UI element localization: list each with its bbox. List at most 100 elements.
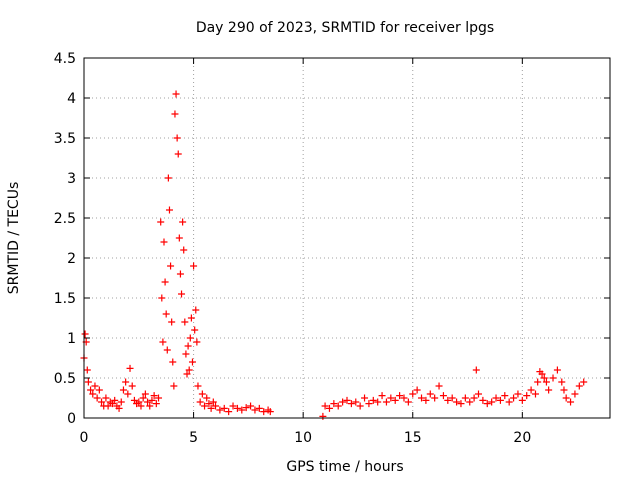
data-point <box>339 398 347 406</box>
data-point <box>382 398 390 406</box>
data-point <box>163 346 171 354</box>
data-point <box>404 398 412 406</box>
data-point <box>343 396 351 404</box>
data-point <box>479 396 487 404</box>
data-point <box>83 366 91 374</box>
y-tick-label: 0.5 <box>54 371 76 387</box>
data-point <box>167 262 175 270</box>
data-point <box>488 398 496 406</box>
data-point <box>422 396 430 404</box>
data-point <box>205 400 213 408</box>
data-point <box>255 404 263 412</box>
data-point <box>510 394 518 402</box>
y-tick-label: 3.5 <box>54 131 76 147</box>
data-point <box>168 318 176 326</box>
data-point <box>171 110 179 118</box>
data-point <box>444 396 452 404</box>
data-point <box>238 406 246 414</box>
data-point <box>124 390 132 398</box>
data-point <box>330 400 338 408</box>
data-point <box>155 394 163 402</box>
data-point <box>169 358 177 366</box>
data-point <box>126 364 134 372</box>
plot-frame <box>83 57 611 419</box>
data-point <box>396 392 404 400</box>
data-point <box>538 370 546 378</box>
data-point <box>400 394 408 402</box>
data-point <box>334 402 342 410</box>
data-point <box>325 404 333 412</box>
data-point <box>148 396 156 404</box>
data-point <box>247 402 255 410</box>
data-point <box>251 406 259 414</box>
data-point <box>128 382 136 390</box>
x-tick-label: 0 <box>80 430 89 446</box>
data-point <box>475 390 482 398</box>
data-point <box>560 386 568 394</box>
data-point <box>181 318 189 326</box>
data-point <box>347 400 355 408</box>
data-point <box>534 378 542 386</box>
x-axis-label: GPS time / hours <box>286 459 403 475</box>
data-point <box>319 412 327 420</box>
data-point <box>173 134 181 142</box>
data-point <box>192 306 200 314</box>
y-axis-label: SRMTID / TECUs <box>6 182 22 295</box>
x-tick-label: 15 <box>404 430 422 446</box>
data-point <box>164 174 172 182</box>
data-point <box>514 390 522 398</box>
data-point <box>175 234 183 242</box>
data-point <box>542 378 550 386</box>
data-point <box>501 392 509 400</box>
data-point <box>187 314 195 322</box>
x-axis-ticks: 0 5 10 15 20 <box>80 58 531 446</box>
data-point <box>183 370 191 378</box>
data-point <box>182 350 190 358</box>
data-point <box>184 342 192 350</box>
data-point <box>505 398 513 406</box>
data-point <box>104 402 112 410</box>
data-point <box>196 398 204 406</box>
data-point <box>220 404 228 412</box>
y-tick-label: 1.5 <box>54 291 76 307</box>
data-point <box>378 392 386 400</box>
data-point <box>207 404 215 412</box>
data-point <box>457 400 465 408</box>
data-point <box>549 374 557 382</box>
x-tick-label: 10 <box>294 430 312 446</box>
data-point <box>391 396 399 404</box>
data-point <box>461 394 469 402</box>
data-point <box>426 390 434 398</box>
data-point <box>225 408 233 416</box>
data-point <box>160 238 168 246</box>
data-point <box>470 394 478 402</box>
data-point <box>571 390 579 398</box>
data-point <box>146 402 154 410</box>
data-point <box>553 366 561 374</box>
data-point <box>102 394 110 402</box>
data-point <box>115 404 123 412</box>
data-point <box>152 400 160 408</box>
data-point <box>170 382 178 390</box>
data-point <box>496 396 504 404</box>
data-point <box>161 278 169 286</box>
data-point <box>567 398 575 406</box>
x-tick-label: 5 <box>189 430 198 446</box>
data-point <box>575 382 583 390</box>
data-point <box>413 386 421 394</box>
data-point <box>89 390 97 398</box>
data-point <box>158 294 166 302</box>
data-point <box>439 392 447 400</box>
data-points <box>80 90 588 420</box>
data-point <box>81 330 89 338</box>
data-point <box>562 394 570 402</box>
data-point <box>260 408 268 416</box>
data-point <box>233 404 241 412</box>
data-point <box>216 406 224 414</box>
data-point <box>540 374 548 382</box>
data-point <box>135 398 143 406</box>
y-tick-label: 2.5 <box>54 211 76 227</box>
data-point <box>558 378 566 386</box>
data-point <box>431 394 439 402</box>
data-point <box>150 392 158 400</box>
